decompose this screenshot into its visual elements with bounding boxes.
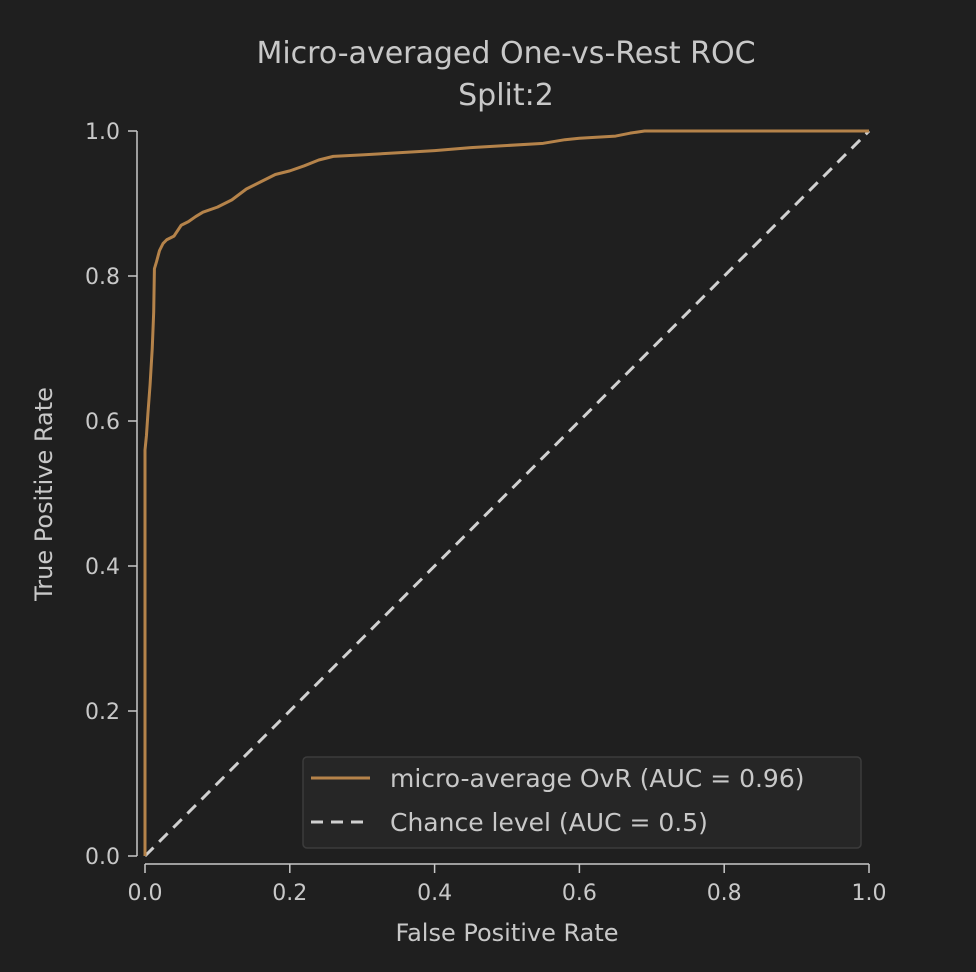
legend-box xyxy=(302,756,862,849)
roc-curve-micro-average xyxy=(143,129,869,856)
chance-level-line xyxy=(143,129,871,858)
series-layer xyxy=(143,129,871,858)
chart-subtitle: Split:2 xyxy=(458,78,554,113)
y-tick-label-2: 0.4 xyxy=(85,555,120,580)
y-tick-label-4: 0.8 xyxy=(85,265,120,290)
y-axis-label: True Positive Rate xyxy=(30,387,58,602)
x-tick-label-2: 0.4 xyxy=(417,881,452,906)
x-ticks: 0.0 0.2 0.4 0.6 0.8 1.0 xyxy=(128,864,887,906)
x-axis-label: False Positive Rate xyxy=(395,919,618,947)
x-tick-label-3: 0.6 xyxy=(562,881,597,906)
x-tick-label-5: 1.0 xyxy=(852,881,887,906)
plot-area: 0.0 0.2 0.4 0.6 0.8 1.0 0.0 0.2 0.4 0.6 0.8 1.0 xyxy=(85,120,887,906)
x-tick-label-0: 0.0 xyxy=(128,881,163,906)
legend-label-micro-average: micro-average OvR (AUC = 0.96) xyxy=(390,764,805,793)
y-tick-label-3: 0.6 xyxy=(85,410,120,435)
y-tick-label-0: 0.0 xyxy=(85,845,120,870)
x-tick-label-1: 0.2 xyxy=(272,881,307,906)
legend: micro-average OvR (AUC = 0.96) Chance le… xyxy=(302,756,862,849)
legend-label-chance-level: Chance level (AUC = 0.5) xyxy=(390,808,708,837)
y-tick-label-5: 1.0 xyxy=(85,120,120,145)
y-ticks: 0.0 0.2 0.4 0.6 0.8 1.0 xyxy=(85,120,137,870)
y-tick-label-1: 0.2 xyxy=(85,700,120,725)
chart-title: Micro-averaged One-vs-Rest ROC xyxy=(256,36,755,71)
x-tick-label-4: 0.8 xyxy=(707,881,742,906)
